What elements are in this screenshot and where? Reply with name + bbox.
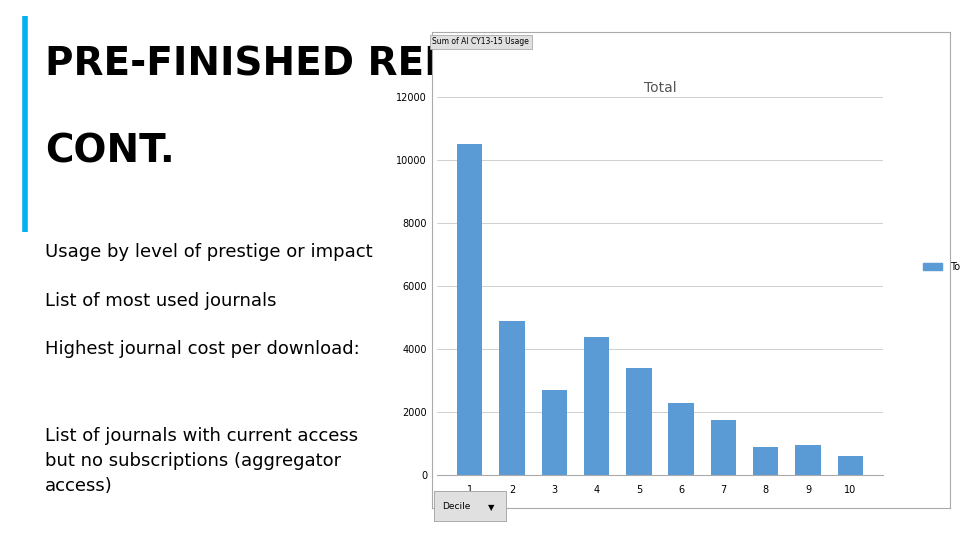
Bar xyxy=(584,336,610,475)
Text: List of most used journals: List of most used journals xyxy=(45,292,276,309)
Text: CONT.: CONT. xyxy=(45,132,175,170)
Bar xyxy=(710,420,736,475)
Text: Usage by level of prestige or impact: Usage by level of prestige or impact xyxy=(45,243,372,261)
Bar xyxy=(753,447,779,475)
Bar xyxy=(626,368,652,475)
Text: Sum of Al CY13-15 Usage: Sum of Al CY13-15 Usage xyxy=(432,37,529,46)
Bar xyxy=(457,145,483,475)
Legend: Total: Total xyxy=(919,259,960,276)
Bar xyxy=(668,403,694,475)
Text: PRE-FINISHED REPORT: PRE-FINISHED REPORT xyxy=(45,46,540,84)
Text: Decile: Decile xyxy=(443,502,471,511)
Text: Highest journal cost per download:: Highest journal cost per download: xyxy=(45,340,360,358)
Bar xyxy=(795,446,821,475)
Text: ▼: ▼ xyxy=(488,503,494,512)
Bar xyxy=(837,456,863,475)
Text: List of journals with current access
but no subscriptions (aggregator
access): List of journals with current access but… xyxy=(45,427,358,495)
Bar xyxy=(499,321,525,475)
Title: Total: Total xyxy=(644,80,676,94)
Bar xyxy=(541,390,567,475)
